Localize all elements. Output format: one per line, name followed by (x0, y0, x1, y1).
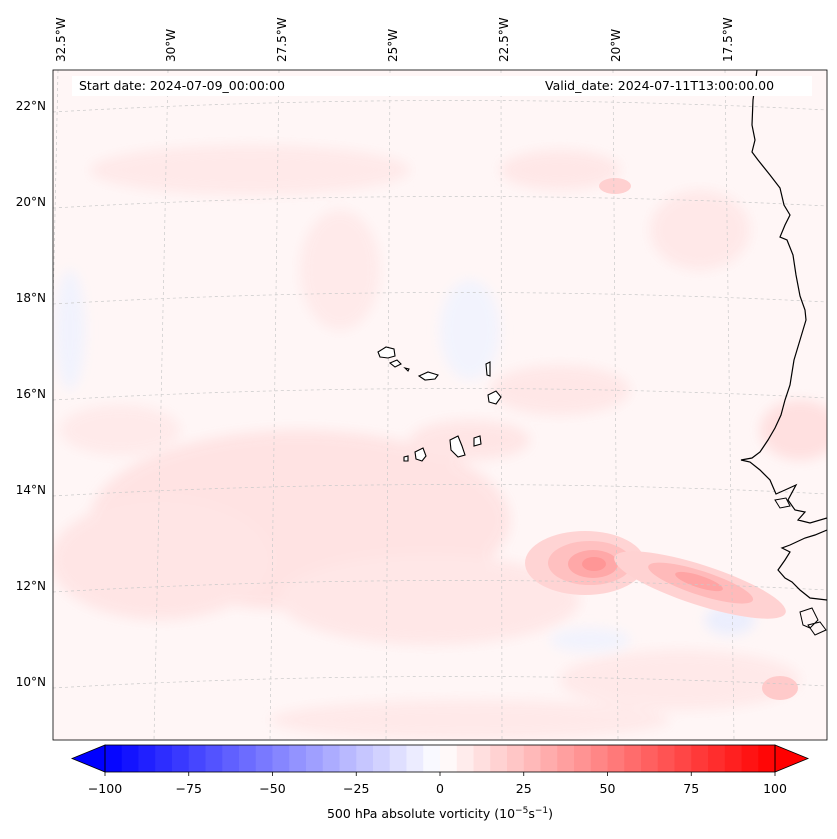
colorbar-bin (255, 745, 273, 772)
colorbar-bin (590, 745, 608, 772)
vortex-main (525, 531, 645, 595)
vorticity-patch (53, 500, 270, 620)
lat-label: 18°N (15, 291, 46, 305)
negative-vorticity-patch (55, 270, 85, 390)
vorticity-field (53, 70, 827, 740)
lat-label: 22°N (15, 99, 46, 113)
colorbar-steps (105, 745, 776, 772)
vorticity-patch (90, 145, 410, 195)
lon-label: 30°W (164, 28, 178, 62)
vorticity-patch (500, 150, 620, 190)
vorticity-band (614, 551, 786, 619)
vorticity-patch (300, 210, 380, 330)
vorticity-patch (60, 405, 180, 455)
colorbar-bin (440, 745, 458, 772)
lon-label: 17.5°W (721, 17, 735, 62)
coast-detail (774, 497, 791, 509)
african-coastline-south (777, 529, 827, 601)
colorbar-tick-label: −50 (259, 781, 286, 796)
colorbar-bin (188, 745, 206, 772)
map-frame (52, 69, 828, 741)
colorbar-bin (222, 745, 240, 772)
colorbar-bin (657, 745, 675, 772)
vorticity-patch (270, 700, 670, 740)
colorbar-bin (724, 745, 742, 772)
colorbar-bin (691, 745, 709, 772)
vorticity-patch (560, 650, 800, 710)
colorbar-bin (322, 745, 340, 772)
negative-vorticity-patch (550, 628, 630, 652)
colorbar-bin (155, 745, 173, 772)
colorbar-bin (306, 745, 324, 772)
colorbar-bin (105, 745, 123, 772)
colorbar-tick-label: 50 (599, 781, 616, 796)
lat-label: 12°N (15, 579, 46, 593)
lon-label: 20°W (609, 28, 623, 62)
bijagos-islands (799, 607, 827, 636)
colorbar-bin (708, 745, 726, 772)
colorbar-max-arrow (774, 744, 810, 773)
colorbar-tick-label: 100 (763, 781, 787, 796)
colorbar-bin (557, 745, 575, 772)
lat-label: 20°N (15, 195, 46, 209)
colorbar-bin (373, 745, 391, 772)
colorbar-bin (624, 745, 642, 772)
lat-label: 10°N (15, 675, 46, 689)
colorbar-bin (674, 745, 692, 772)
colorbar-bin (239, 745, 257, 772)
colorbar-bin (138, 745, 156, 772)
graticule (53, 70, 827, 740)
vorticity-patch (760, 400, 827, 460)
vorticity-patch (280, 555, 580, 645)
colorbar-bin (574, 745, 592, 772)
lat-label: 16°N (15, 387, 46, 401)
colorbar-tick-label: −25 (343, 781, 370, 796)
colorbar-bin (523, 745, 541, 772)
colorbar-tickmarks (104, 772, 776, 776)
start-date-label: Start date: 2024-07-09_00:00:00 (79, 78, 285, 93)
colorbar (70, 744, 810, 776)
colorbar-bin (473, 745, 491, 772)
colorbar-tick-label: −75 (175, 781, 202, 796)
colorbar-bin (423, 745, 441, 772)
vortex-small (762, 676, 798, 700)
colorbar-bin (272, 745, 290, 772)
colorbar-tick-label: 75 (683, 781, 700, 796)
colorbar-bin (356, 745, 374, 772)
colorbar-bin (456, 745, 474, 772)
colorbar-bin (540, 745, 558, 772)
colorbar-bin (389, 745, 407, 772)
african-coastline (740, 70, 827, 524)
lon-label: 27.5°W (275, 17, 289, 62)
colorbar-bin (289, 745, 307, 772)
cape-verde-islands (377, 346, 502, 462)
colorbar-bin (205, 745, 223, 772)
colorbar-tick-label: −100 (87, 781, 123, 796)
negative-vorticity-patch (440, 280, 500, 380)
colorbar-bin (406, 745, 424, 772)
colorbar-bin (758, 745, 776, 772)
colorbar-bin (490, 745, 508, 772)
vorticity-patch (650, 190, 750, 270)
colorbar-label: 500 hPa absolute vorticity (10−5s−1) (326, 806, 553, 822)
vortex-small (599, 178, 631, 194)
colorbar-tick-label: 0 (436, 781, 444, 796)
colorbar-bin (607, 745, 625, 772)
colorbar-bin (121, 745, 139, 772)
colorbar-bin (641, 745, 659, 772)
lon-label: 32.5°W (54, 17, 68, 62)
colorbar-bin (172, 745, 190, 772)
lon-label: 25°W (386, 28, 400, 62)
vorticity-patch (490, 365, 630, 415)
valid-date-label: Valid_date: 2024-07-11T13:00:00.00 (545, 78, 775, 93)
colorbar-bin (507, 745, 525, 772)
colorbar-min-arrow (70, 744, 106, 773)
lon-label: 22.5°W (497, 17, 511, 62)
colorbar-tick-label: 25 (515, 781, 532, 796)
colorbar-bin (741, 745, 759, 772)
colorbar-bin (339, 745, 357, 772)
lat-label: 14°N (15, 483, 46, 497)
vorticity-patch (410, 420, 530, 460)
